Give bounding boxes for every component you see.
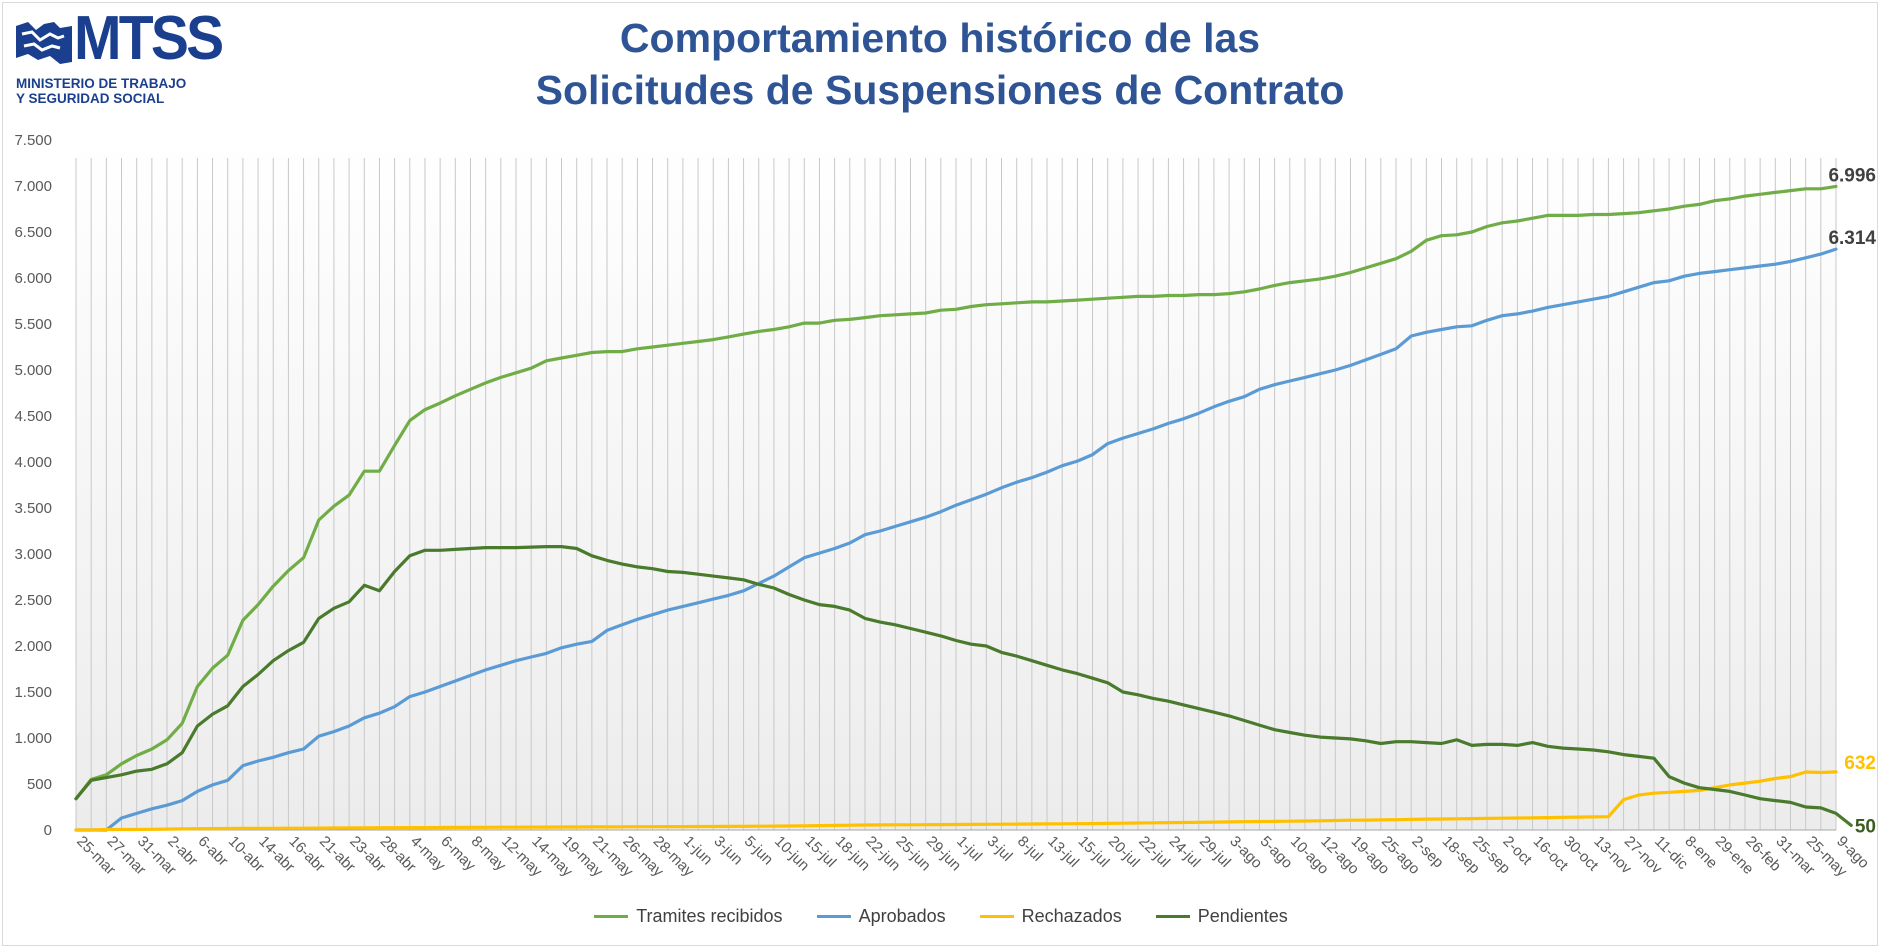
x-tick-label: 3-jun (710, 833, 746, 869)
chart-title-line-2: Solicitudes de Suspensiones de Contrato (535, 67, 1345, 113)
y-tick-label: 2.000 (14, 638, 52, 655)
y-tick-label: 4.500 (14, 408, 52, 425)
y-tick-label: 5.500 (14, 316, 52, 333)
handshake-logo-icon (16, 22, 72, 64)
y-tick-label: 3.000 (14, 546, 52, 563)
legend-item: Pendientes (1155, 906, 1288, 927)
x-tick-label: 8-jul (1014, 833, 1046, 865)
end-label-tramites-recibidos: 6.996 (1828, 165, 1876, 186)
series-line-rechazados (74, 770, 1838, 832)
end-label-rechazados: 632 (1844, 753, 1876, 774)
y-tick-label: 7.000 (14, 178, 52, 195)
end-label-pendientes: 50 (1855, 816, 1876, 837)
legend-item: Tramites recibidos (594, 906, 783, 927)
y-tick-label: 2.500 (14, 592, 52, 609)
y-tick-label: 4.000 (14, 454, 52, 471)
legend-label: Rechazados (1021, 906, 1122, 926)
y-tick-label: 0 (44, 822, 52, 839)
x-tick-label: 15-jul (1075, 833, 1113, 871)
legend-label: Tramites recibidos (636, 906, 783, 926)
x-tick-label: 3-jul (984, 833, 1016, 865)
y-tick-label: 6.000 (14, 270, 52, 287)
legend-item: Rechazados (979, 906, 1122, 927)
x-axis: 25-mar27-mar31-mar2-abr6-abr10-abr14-abr… (73, 829, 1872, 881)
logo-subtitle: MINISTERIO DE TRABAJO Y SEGURIDAD SOCIAL (16, 76, 187, 106)
x-tick-label: 3-ago (1226, 833, 1265, 872)
y-tick-label: 5.000 (14, 362, 52, 379)
legend-swatch (816, 915, 851, 918)
chart-title-line-1: Comportamiento histórico de las (619, 15, 1261, 61)
legend-swatch (594, 915, 629, 918)
y-tick-label: 1.000 (14, 730, 52, 747)
y-tick-label: 3.500 (14, 500, 52, 517)
legend-swatch (1155, 915, 1190, 918)
chart-title: Comportamiento histórico de las Solicitu… (440, 12, 1440, 116)
x-tick-label: 6-abr (195, 833, 232, 870)
legend-label: Aprobados (858, 906, 946, 926)
x-tick-label: 5-jun (741, 833, 777, 869)
series-line-pendientes (74, 545, 1853, 827)
x-tick-label: 5-ago (1257, 833, 1296, 872)
chart-legend: Tramites recibidos Aprobados Rechazados Pen… (0, 906, 1882, 927)
end-label-aprobados: 6.314 (1828, 228, 1876, 249)
x-tick-label: 24-jul (1166, 833, 1204, 871)
y-tick-label: 7.500 (14, 132, 52, 149)
x-tick-label: 22-jul (1135, 833, 1173, 871)
logo-wordmark: MTSS (74, 4, 224, 73)
x-tick-label: 8-ene (1681, 833, 1720, 872)
x-tick-label: 13-jul (1044, 833, 1082, 871)
series-line-aprobados (74, 247, 1838, 832)
legend-label: Pendientes (1197, 906, 1288, 926)
y-tick-label: 500 (27, 776, 52, 793)
x-tick-label: 20-jul (1105, 833, 1143, 871)
legend-item: Aprobados (816, 906, 946, 927)
series-lines (74, 184, 1853, 832)
x-tick-label: 29-jul (1196, 833, 1234, 871)
legend-swatch (979, 915, 1014, 918)
y-tick-label: 1.500 (14, 684, 52, 701)
series-line-tramites-recibidos (74, 184, 1838, 801)
mtss-logo: MTSS MINISTERIO DE TRABAJO Y SEGURIDAD S… (14, 8, 244, 112)
end-labels: 6.996 6.314 632 50 (1828, 165, 1876, 837)
y-tick-label: 6.500 (14, 224, 52, 241)
y-axis: 0 500 1.000 1.500 2.000 2.500 3.000 3.500 4.000 4… (14, 132, 52, 839)
